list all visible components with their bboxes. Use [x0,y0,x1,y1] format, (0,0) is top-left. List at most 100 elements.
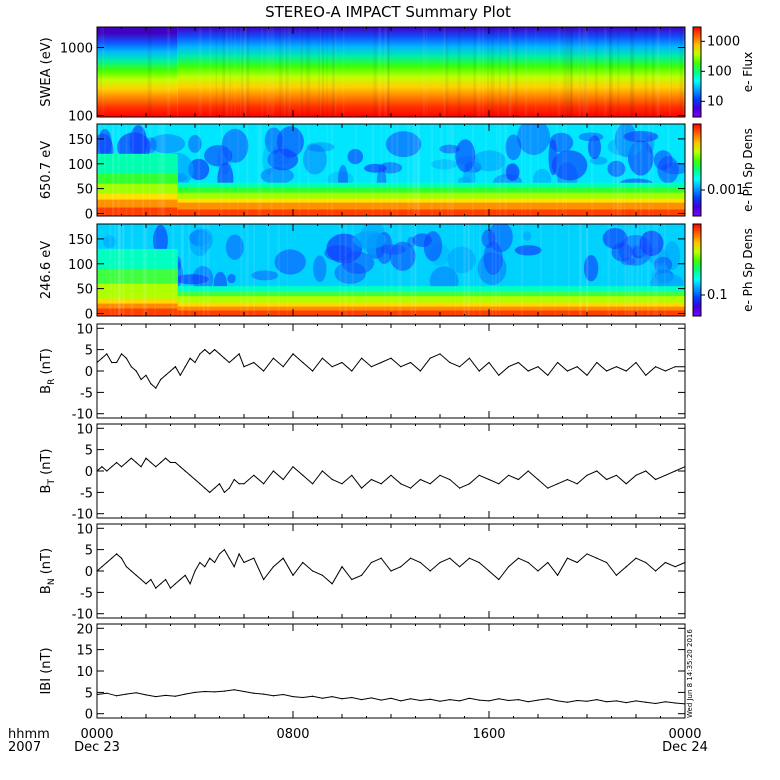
heatmap-streak [207,224,210,316]
data-point [351,696,353,699]
ytick-label: -5 [80,386,93,401]
heatmap-streak [102,27,105,117]
heatmap-streak [112,124,115,216]
ytick-label: 100 [68,258,93,273]
data-point [238,553,240,555]
heatmap-streak [225,27,228,117]
data-point [537,699,539,701]
heatmap-streak [391,124,394,216]
colorbar-tick-label: 100 [707,64,732,79]
heatmap-patch [189,228,210,257]
heatmap-streak [267,224,270,316]
data-point [429,698,431,700]
heatmap-streak [586,224,588,316]
data-point [576,483,578,485]
colorbar-label: e- Flux [741,52,755,92]
heatmap-streak [652,224,656,316]
data-point [169,587,172,589]
heatmap-streak [586,224,589,316]
data-point [179,374,181,376]
data-point [429,483,431,485]
heatmap-streak [142,224,146,316]
data-point [130,570,132,572]
heatmap-patch [260,167,294,185]
heatmap-streak [300,27,303,117]
data-point [351,370,353,372]
heatmap-patch [514,245,542,256]
heatmap-patch [412,233,432,247]
heatmap-streak [652,124,654,216]
heatmap-patch [389,241,416,271]
data-point [272,695,274,697]
data-point [586,700,588,702]
heatmap-streak [306,27,311,117]
heatmap-streak [616,124,618,216]
heatmap-patch [225,234,244,260]
heatmap-patch [455,139,476,173]
heatmap-streak [240,27,243,117]
data-point [253,361,255,364]
series-line-4 [96,348,685,389]
data-point [116,553,118,555]
heatmap-streak [679,27,683,117]
heatmap-streak [145,224,148,316]
heatmap-streak [504,124,507,216]
heatmap-streak [564,124,567,216]
heatmap-streak [609,27,612,117]
heatmap-patch [274,249,306,275]
heatmap-streak [477,27,481,117]
data-point [341,361,343,364]
heatmap-streak [563,27,566,117]
data-point [184,693,186,695]
data-point [233,689,235,691]
heatmap-streak [100,27,103,117]
data-point [537,366,539,368]
heatmap-late-segment [177,27,685,117]
data-point [459,366,461,368]
heatmap-streak [414,224,417,316]
heatmap-streak [330,124,334,216]
data-point [302,361,304,364]
data-point [111,361,113,364]
heatmap-1 [97,27,685,117]
data-point [292,696,294,698]
data-point [429,570,431,572]
data-point [223,549,225,551]
heatmap-streak [285,27,289,117]
data-point [272,357,274,359]
heatmap-patch [618,235,653,266]
heatmap-patch [653,150,673,171]
heatmap-streak [130,224,134,316]
heatmap-streak [266,27,270,117]
ytick-label: 100 [68,158,93,173]
heatmap-streak [237,124,239,216]
heatmap-streak [585,224,588,316]
heatmap-streak [319,27,321,117]
heatmap-streak [647,124,651,216]
data-point [302,561,304,564]
heatmap-patch [522,231,532,241]
colorbar-tick-label: 1000 [707,34,740,49]
ytick-label: 150 [68,233,93,248]
heatmap-patch [149,134,186,154]
heatmap-early-segment [97,33,178,117]
heatmap-streak [270,124,273,216]
data-point [174,695,176,697]
data-point [218,553,221,555]
heatmap-streak [537,124,539,216]
heatmap-patch [188,135,202,153]
data-point [214,349,216,351]
data-point [635,557,637,559]
data-point [145,694,147,696]
heatmap-streak [351,224,354,316]
heatmap-streak [498,124,502,216]
heatmap-streak [282,124,284,216]
heatmap-streak [467,224,469,316]
xtick-label: 0800 [276,727,309,742]
heatmap-patch [588,135,601,160]
colorbar-tick-label: 10 [707,94,724,109]
data-point [615,474,618,476]
data-point [204,566,206,568]
heatmap-patch [227,273,236,284]
